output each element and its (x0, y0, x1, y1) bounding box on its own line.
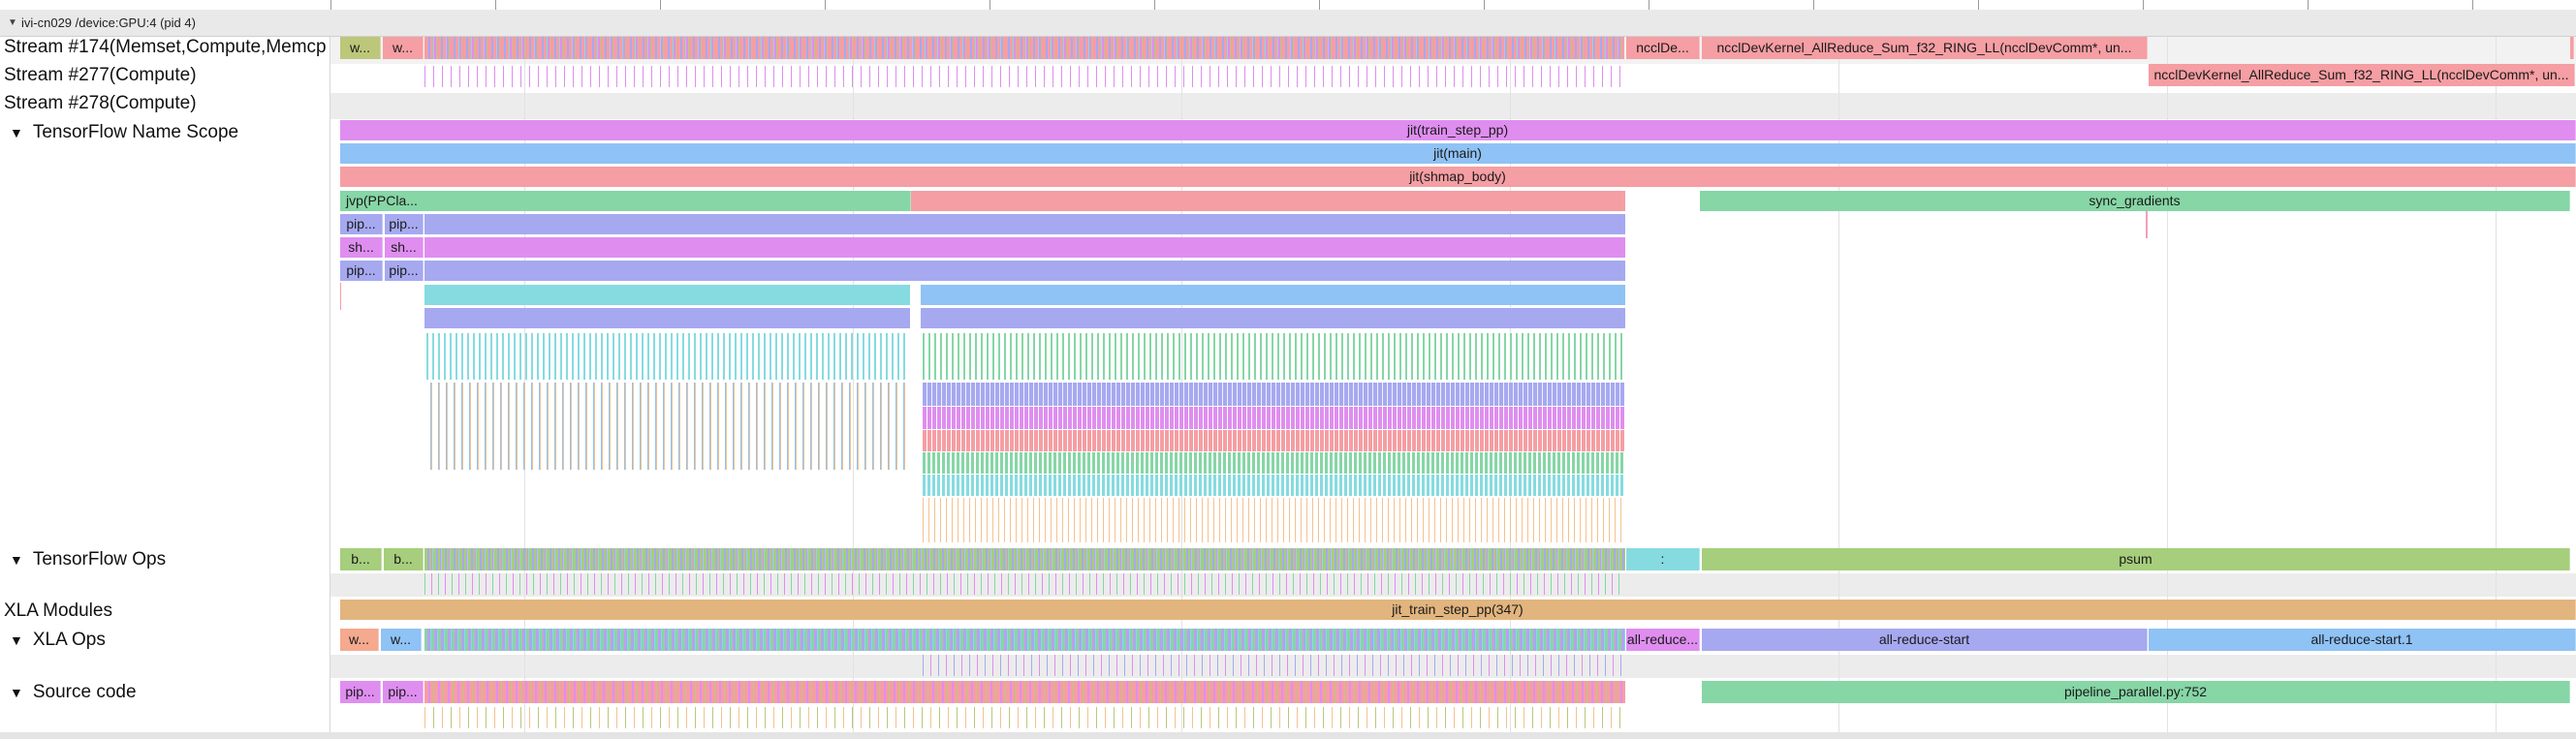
track-label-text: XLA Ops (32, 630, 106, 650)
grid-line (1838, 37, 1839, 739)
kernel-ticks[interactable] (424, 573, 1625, 595)
ruler-tick (2143, 0, 2144, 10)
trace-slice[interactable]: ncclDe... (1626, 37, 1700, 59)
trace-slice[interactable]: w... (381, 629, 422, 651)
ruler-tick (1813, 0, 1814, 10)
track-label-text: TensorFlow Ops (32, 549, 167, 570)
trace-slice[interactable]: jit(shmap_body) (340, 167, 2576, 187)
grid-line (2167, 37, 2168, 739)
expand-triangle-icon[interactable]: ▼ (10, 125, 23, 140)
trace-slice[interactable]: w... (383, 37, 424, 59)
dense-slice-block[interactable] (424, 37, 1624, 59)
ruler-tick (2308, 0, 2309, 10)
track-label-text: XLA Modules (4, 600, 112, 621)
track-label-xla-modules[interactable]: XLA Modules (4, 600, 112, 622)
trace-slice[interactable]: ncclDevKernel_AllReduce_Sum_f32_RING_LL(… (2149, 64, 2575, 86)
track-label-tf-name-scope[interactable]: ▼ TensorFlow Name Scope (4, 122, 238, 143)
trace-slice[interactable]: w... (340, 37, 381, 59)
track-label-text: Stream #278(Compute) (4, 93, 197, 113)
horizontal-scrollbar[interactable] (0, 732, 2576, 739)
trace-slice[interactable]: : (1626, 548, 1700, 570)
track-label-panel (0, 37, 330, 739)
dense-slice-block[interactable] (424, 237, 1625, 258)
trace-slice[interactable]: pipeline_parallel.py:752 (1702, 681, 2570, 703)
expand-triangle-icon[interactable]: ▼ (10, 552, 23, 568)
dense-slice-block[interactable] (424, 308, 910, 328)
trace-slice[interactable]: pip... (385, 261, 424, 281)
ruler-tick (495, 0, 496, 10)
dense-slice-block[interactable] (424, 285, 910, 305)
kernel-ticks[interactable] (923, 655, 1624, 676)
dense-slice-block[interactable] (424, 629, 1625, 651)
track-label-text: Stream #277(Compute) (4, 65, 197, 85)
dense-slice-block[interactable] (424, 681, 1625, 703)
dense-slice-block[interactable] (424, 548, 1625, 570)
ruler-tick (1319, 0, 1320, 10)
kernel-ticks[interactable] (923, 452, 1624, 474)
track-label-text: Stream #174(Memset,Compute,Memcp (4, 37, 327, 57)
grid-line (2496, 37, 2497, 739)
ruler-tick (1978, 0, 1979, 10)
kernel-ticks[interactable] (424, 707, 1625, 728)
trace-slice[interactable]: pip... (340, 214, 383, 234)
ruler-tick (1484, 0, 1485, 10)
kernel-ticks[interactable] (923, 498, 1624, 542)
trace-slice[interactable]: all-reduce-start.1 (2149, 629, 2576, 651)
dense-slice-block[interactable] (921, 308, 1625, 328)
track-label-tf-ops[interactable]: ▼ TensorFlow Ops (4, 549, 166, 570)
trace-slice[interactable] (2570, 37, 2574, 59)
trace-slice[interactable]: b... (340, 548, 382, 570)
ruler-tick (660, 0, 661, 10)
trace-slice[interactable]: sync_gradients (1700, 191, 2570, 211)
dense-slice-block[interactable] (424, 261, 1625, 281)
expand-triangle-icon[interactable]: ▼ (10, 685, 23, 700)
trace-slice[interactable]: pip... (385, 214, 424, 234)
track-label-stream-277[interactable]: Stream #277(Compute) (4, 65, 197, 86)
track-label-text: Source code (32, 682, 137, 702)
trace-slice[interactable]: sh... (385, 237, 424, 258)
track-label-stream-174[interactable]: Stream #174(Memset,Compute,Memcp (4, 37, 327, 58)
trace-slice[interactable]: sh... (340, 237, 383, 258)
ruler-tick (825, 0, 826, 10)
ruler-tick (330, 0, 331, 10)
process-title: ivi-cn029 /device:GPU:4 (pid 4) (21, 15, 196, 30)
trace-slice[interactable]: ncclDevKernel_AllReduce_Sum_f32_RING_LL(… (1702, 37, 2148, 59)
dense-slice-block[interactable] (911, 191, 1625, 211)
track-row-bg (330, 93, 2576, 119)
trace-slice[interactable]: b... (384, 548, 424, 570)
trace-slice[interactable]: w... (340, 629, 379, 651)
trace-slice[interactable]: all-reduce-start (1702, 629, 2148, 651)
dense-slice-block[interactable] (921, 285, 1625, 305)
collapse-triangle-icon[interactable]: ▼ (8, 17, 17, 28)
track-label-source-code[interactable]: ▼ Source code (4, 682, 137, 703)
kernel-ticks[interactable] (923, 333, 1624, 380)
trace-slice[interactable]: jit_train_step_pp(347) (340, 600, 2576, 620)
trace-slice[interactable]: pip... (340, 681, 381, 703)
kernel-ticks[interactable] (923, 430, 1624, 451)
expand-triangle-icon[interactable]: ▼ (10, 632, 23, 648)
trace-slice[interactable]: psum (1702, 548, 2570, 570)
track-label-xla-ops[interactable]: ▼ XLA Ops (4, 630, 106, 651)
track-label-text: TensorFlow Name Scope (32, 122, 239, 142)
kernel-ticks[interactable] (340, 283, 341, 310)
kernel-ticks[interactable] (424, 66, 1624, 87)
kernel-ticks[interactable] (923, 475, 1624, 496)
trace-slice[interactable]: jvp(PPCla... (340, 191, 911, 211)
ruler-tick (1154, 0, 1155, 10)
kernel-ticks[interactable] (923, 407, 1624, 429)
trace-slice[interactable]: all-reduce... (1626, 629, 1700, 651)
dense-slice-block[interactable] (424, 214, 1625, 234)
ruler-tick (2472, 0, 2473, 10)
kernel-ticks[interactable] (426, 333, 909, 380)
trace-slice[interactable]: jit(train_step_pp) (340, 120, 2576, 140)
trace-slice[interactable]: pip... (340, 261, 383, 281)
trace-slice[interactable]: pip... (383, 681, 424, 703)
track-label-stream-278[interactable]: Stream #278(Compute) (4, 93, 197, 114)
kernel-ticks[interactable] (2146, 211, 2148, 238)
trace-slice[interactable]: jit(main) (340, 143, 2576, 164)
process-header[interactable]: ▼ ivi-cn029 /device:GPU:4 (pid 4) (0, 10, 2576, 37)
kernel-ticks[interactable] (430, 383, 909, 470)
kernel-ticks[interactable] (923, 383, 1624, 406)
